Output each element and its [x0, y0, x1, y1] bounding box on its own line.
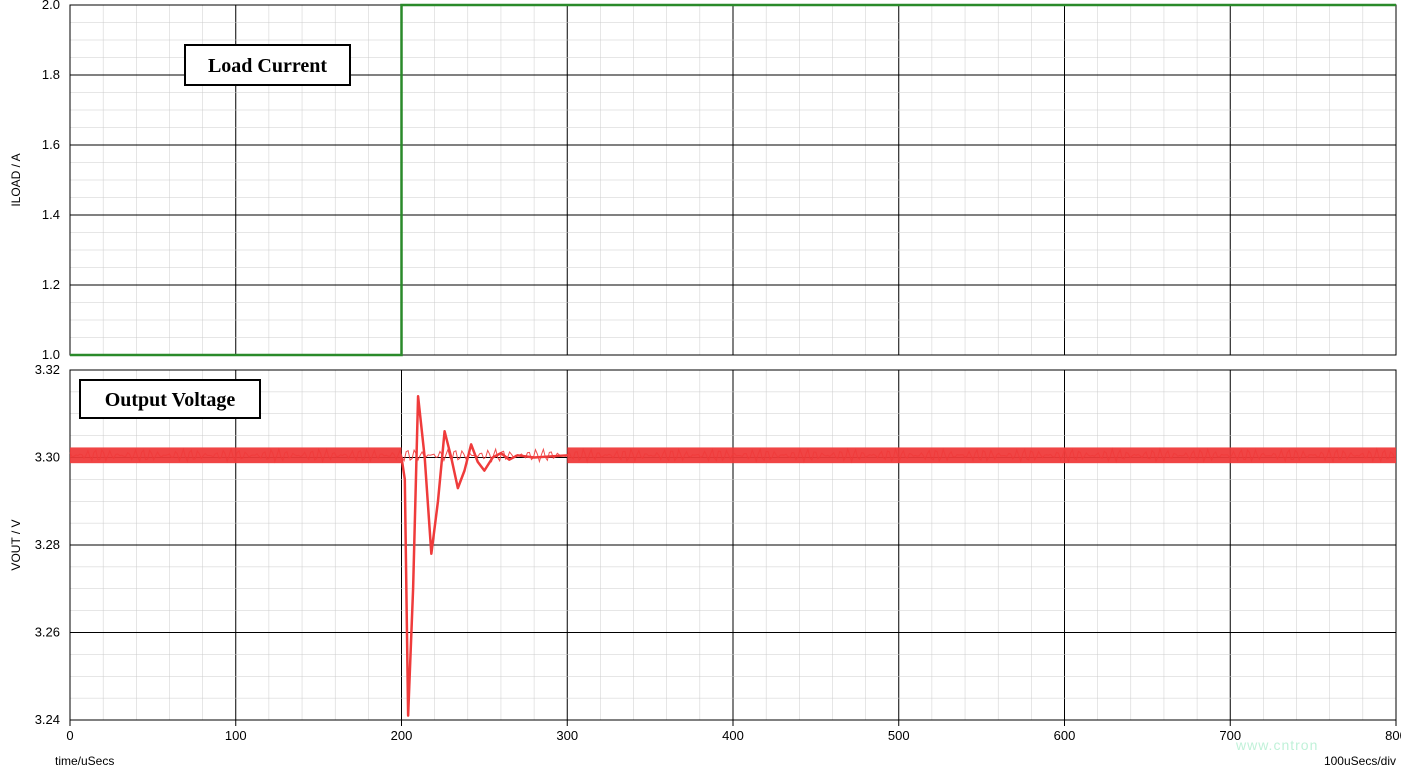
svg-text:3.28: 3.28 — [35, 537, 60, 552]
svg-text:400: 400 — [722, 728, 744, 743]
svg-text:0: 0 — [66, 728, 73, 743]
svg-text:800: 800 — [1385, 728, 1401, 743]
svg-text:3.26: 3.26 — [35, 625, 60, 640]
plot2-ylabel: VOUT / V — [9, 519, 23, 570]
output-voltage-trace — [402, 396, 568, 715]
xaxis-label: time/uSecs — [55, 754, 114, 768]
svg-text:1.8: 1.8 — [42, 67, 60, 82]
svg-text:100: 100 — [225, 728, 247, 743]
svg-text:3.24: 3.24 — [35, 712, 60, 727]
svg-text:3.30: 3.30 — [35, 450, 60, 465]
svg-text:300: 300 — [556, 728, 578, 743]
svg-text:500: 500 — [888, 728, 910, 743]
oscilloscope-chart: 1.0 1.2 1.4 1.6 1.8 2.0 ILOAD / A Load Current 3… — [0, 0, 1401, 779]
svg-text:200: 200 — [391, 728, 413, 743]
svg-text:1.4: 1.4 — [42, 207, 60, 222]
plot1-series-label: Load Current — [208, 55, 327, 77]
svg-text:2.0: 2.0 — [42, 0, 60, 12]
svg-text:600: 600 — [1054, 728, 1076, 743]
svg-text:1.2: 1.2 — [42, 277, 60, 292]
svg-text:1.6: 1.6 — [42, 137, 60, 152]
xaxis-scale-label: 100uSecs/div — [1324, 754, 1396, 768]
watermark: www.cntron — [1235, 737, 1318, 753]
svg-text:3.32: 3.32 — [35, 362, 60, 377]
plot2-series-label: Output Voltage — [105, 389, 236, 411]
plot1-ylabel: ILOAD / A — [9, 153, 23, 206]
svg-text:1.0: 1.0 — [42, 347, 60, 362]
